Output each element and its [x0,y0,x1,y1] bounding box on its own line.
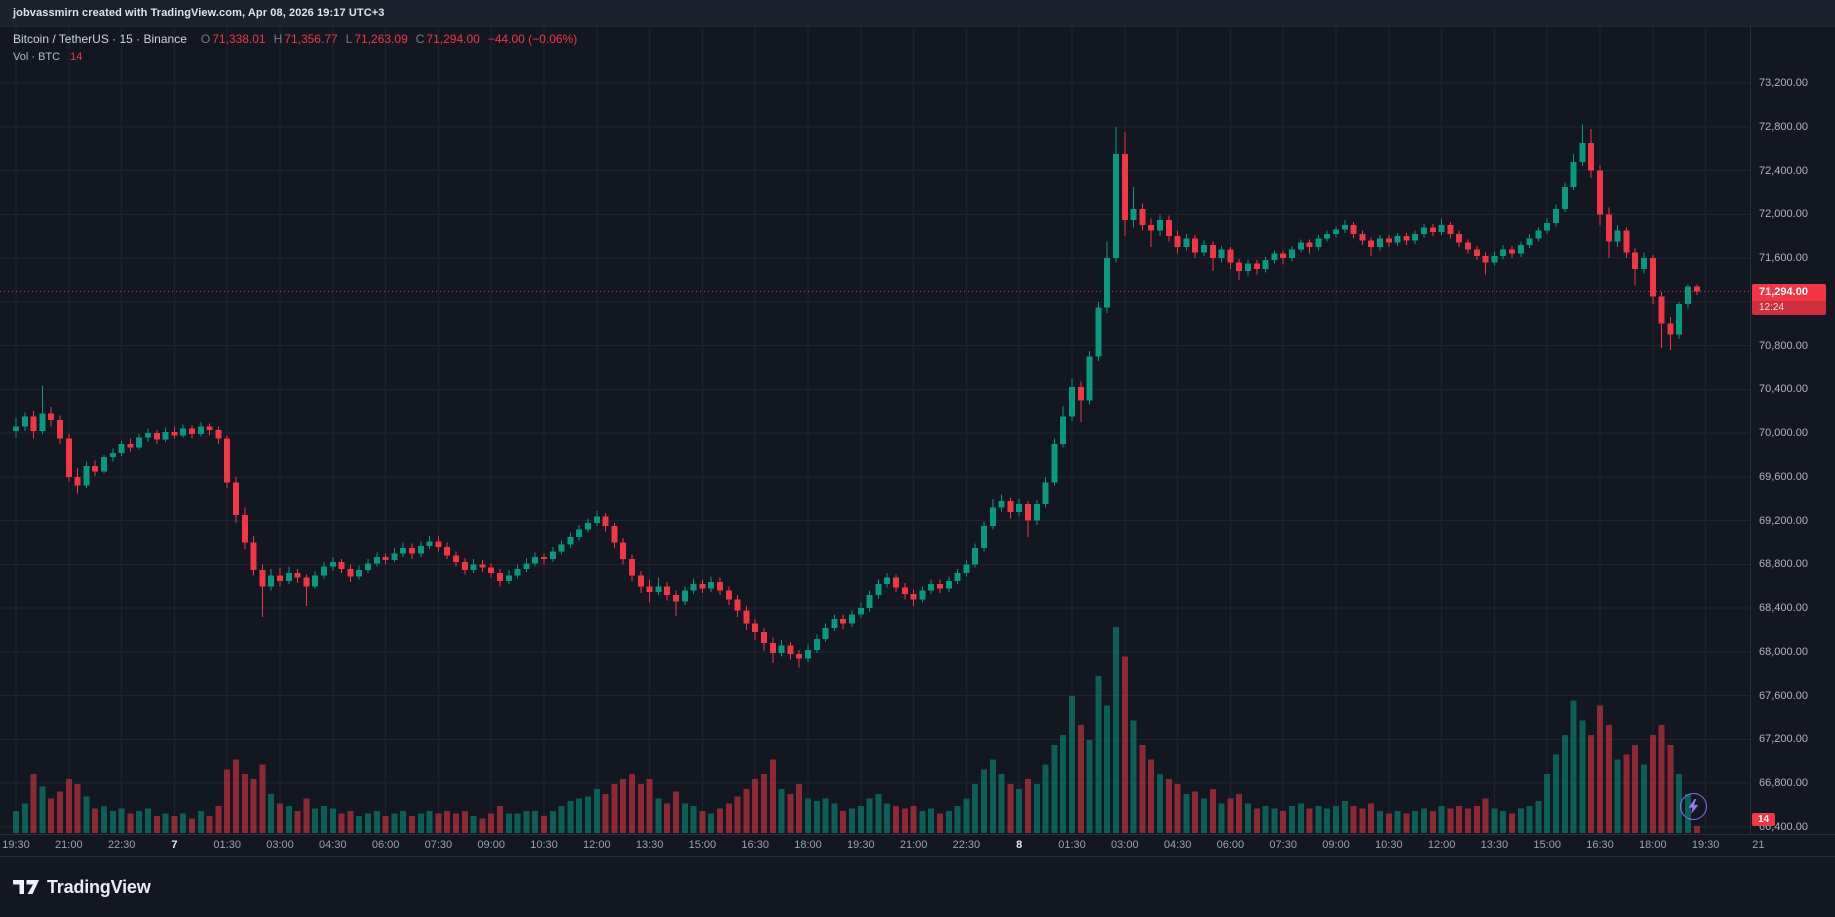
close-label: C [415,32,425,46]
tradingview-logo[interactable]: TradingView [13,877,151,898]
bar-countdown: 12:24 [1752,301,1826,315]
tradingview-logo-icon [13,880,39,894]
time-axis[interactable]: 19:30 21:00 22:30 7 01:30 03:00 04:30 06:00 07:3… [0,834,1835,856]
time-tick-label: 16:30 [1586,839,1614,851]
time-tick-label: 03:00 [266,839,294,851]
time-tick-label: 16:30 [741,839,769,851]
time-tick-label: 19:30 [1691,839,1720,851]
price-tick-label: 73,200.00 [1759,77,1808,89]
volume-value: 14 [70,51,83,63]
price-axis[interactable]: 71,294.00 12:24 14 73,200.00 72,800.00 72,… [1750,27,1835,834]
symbol-title[interactable]: Bitcoin / TetherUS · 15 · Binance [13,32,187,46]
time-tick-label: 09:00 [1322,839,1350,851]
time-tick-label: 10:30 [530,839,558,851]
price-tick-label: 67,200.00 [1759,733,1808,746]
time-tick-label: 21 [1752,839,1765,851]
high-label: H [273,32,283,46]
time-tick-label: 06:00 [1216,839,1245,851]
change-value: −44.00 (−0.06%) [487,32,578,46]
price-tick-label: 69,200.00 [1759,514,1808,527]
time-tick-label: 13:30 [1480,839,1509,851]
time-tick-label: 19:30 [2,839,30,851]
time-tick-label: 22:30 [107,839,136,851]
time-tick-label: 13:30 [635,839,664,851]
open-label: O [200,32,211,46]
time-tick-label: 07:30 [1269,839,1297,851]
last-price-badge: 71,294.00 12:24 [1752,284,1826,315]
attribution-bar: jobvassmirn created with TradingView.com… [0,0,1835,27]
price-tick-label: 68,800.00 [1759,558,1808,571]
time-tick-label: 15:00 [1533,839,1561,851]
price-tick-label: 70,000.00 [1759,427,1808,440]
close-value: 71,294.00 [426,32,480,46]
price-tick-label: 71,600.00 [1759,252,1808,265]
legend-volume-row: Vol · BTC 14 [13,51,577,63]
time-tick-label: 21:00 [55,839,83,851]
legend-ohlc-row: Bitcoin / TetherUS · 15 · Binance O 71,33… [13,32,577,46]
time-tick-label: 10:30 [1375,839,1403,851]
time-tick-label: 01:30 [1058,839,1086,851]
time-tick-label: 09:00 [477,839,505,851]
last-price-value: 71,294.00 [1752,284,1826,301]
time-day-label: 7 [171,839,178,851]
time-tick-label: 22:30 [952,839,981,851]
time-tick-label: 18:00 [1639,839,1667,851]
time-tick-label: 18:00 [794,839,822,851]
time-tick-label: 01:30 [213,839,241,851]
chart-region: Bitcoin / TetherUS · 15 · Binance O 71,33… [0,27,1835,856]
low-value: 71,263.09 [354,32,408,46]
candlestick-chart[interactable] [0,27,1750,834]
price-tick-label: 72,800.00 [1759,120,1808,133]
instant-trading-button[interactable] [1680,793,1707,820]
time-tick-label: 04:30 [319,839,347,851]
time-day-label: 8 [1016,839,1023,851]
price-tick-label: 67,600.00 [1759,689,1808,702]
price-tick-label: 68,000.00 [1759,645,1808,658]
open-value: 71,338.01 [212,32,266,46]
time-tick-label: 06:00 [371,839,400,851]
volume-axis-badge: 14 [1752,813,1776,826]
attribution-text: jobvassmirn created with TradingView.com… [13,7,385,19]
price-tick-label: 72,400.00 [1759,164,1808,177]
time-tick-label: 12:00 [583,839,611,851]
time-tick-label: 21:00 [899,839,928,851]
volume-indicator-label[interactable]: Vol · BTC [13,51,61,63]
time-tick-label: 12:00 [1427,839,1456,851]
high-value: 71,356.77 [284,32,338,46]
lightning-bolt-icon [1688,799,1699,814]
price-tick-label: 66,800.00 [1759,777,1808,790]
low-label: L [345,32,353,46]
price-tick-label: 70,800.00 [1759,339,1808,352]
price-tick-label: 68,400.00 [1759,602,1808,615]
chart-legend: Bitcoin / TetherUS · 15 · Binance O 71,33… [13,32,577,63]
price-tick-label: 72,000.00 [1759,208,1808,221]
time-tick-label: 15:00 [688,839,717,851]
tradingview-logo-text: TradingView [47,876,151,897]
price-tick-label: 69,600.00 [1759,470,1808,483]
time-tick-label: 07:30 [424,839,453,851]
price-tick-label: 70,400.00 [1759,383,1808,396]
bottom-toolbar: TradingView [0,856,1835,917]
time-tick-label: 19:30 [847,839,875,851]
time-tick-label: 04:30 [1163,839,1192,851]
time-tick-label: 03:00 [1111,839,1139,851]
